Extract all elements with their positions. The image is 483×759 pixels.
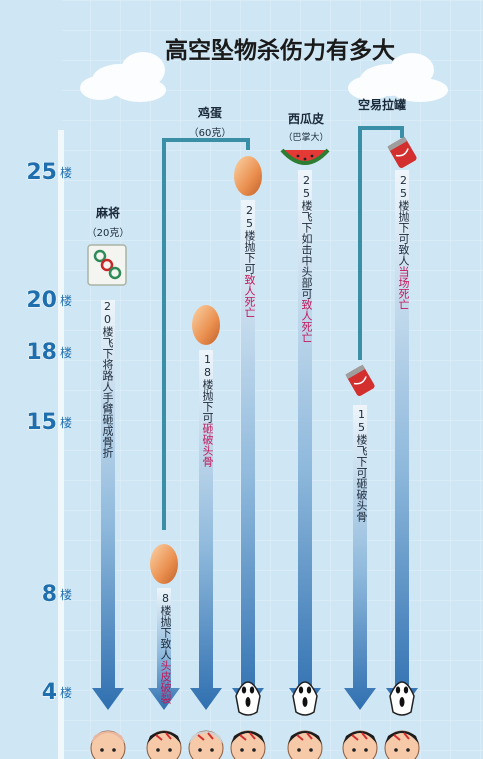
egg-bracket [162, 138, 250, 530]
mahjong-weight: （20克） [86, 228, 130, 239]
can-bracket [358, 126, 404, 360]
can-icon-25 [387, 136, 417, 169]
victim-face-icon [287, 730, 323, 759]
egg-desc-8: 8楼抛下致人头皮破裂 [159, 592, 172, 704]
victim-face-icon [146, 730, 182, 759]
mahjong-tile-icon [87, 244, 127, 286]
can-desc-25-text: 25楼抛下可致人 [397, 174, 410, 266]
arrows [92, 170, 418, 710]
floor-number: 18 [26, 340, 57, 365]
floor-scale: 25 楼20 楼18 楼15 楼8 楼4 楼 [26, 160, 72, 706]
watermelon-desc-highlight: 致人死亡 [300, 299, 313, 343]
mahjong-name: 麻将 [95, 206, 120, 220]
can-desc-25-highlight: 当场死亡 [397, 266, 410, 310]
victim-faces [90, 730, 420, 759]
mahjong-desc-text: 20楼飞下将路人手臂砸成骨折 [101, 300, 114, 458]
can-desc-15: 15楼飞下可砸破头骨 [355, 408, 368, 522]
floor-label-18: 18 楼 [26, 340, 72, 366]
egg-desc-18: 18楼抛下可砸破头骨 [201, 353, 214, 467]
scream-mask-icon [389, 681, 415, 716]
can-desc-15-text: 15楼飞下可砸破头骨 [355, 408, 368, 522]
egg-desc-18-text: 18楼抛下可 [201, 353, 214, 423]
floor-label-20: 20 楼 [26, 288, 72, 314]
egg-label: 鸡蛋 （60克） [185, 104, 235, 139]
arrow-watermelon-25 [289, 170, 321, 710]
floor-unit: 楼 [60, 685, 72, 700]
can-icon-15 [345, 364, 375, 397]
watermelon-label: 西瓜皮 （巴掌大） [278, 110, 334, 143]
floor-tick [58, 169, 68, 171]
watermelon-name: 西瓜皮 [287, 112, 324, 126]
victim-face-icon [90, 730, 126, 759]
egg-desc-18-highlight: 砸破头骨 [201, 423, 214, 467]
floor-number: 8 [42, 582, 57, 607]
watermelon-desc: 25楼飞下如击中头部可致人死亡 [300, 174, 313, 343]
mahjong-label: 麻将 （20克） [82, 204, 134, 239]
egg-icon-25 [234, 156, 262, 196]
egg-desc-8-text: 8楼抛下致人 [159, 592, 172, 660]
arrow-egg-18 [190, 350, 222, 710]
floor-unit: 楼 [60, 415, 72, 430]
floor-tick [58, 349, 68, 351]
floor-label-25: 25 楼 [26, 160, 72, 186]
floor-label-15: 15 楼 [26, 410, 72, 436]
cloud-right [348, 53, 448, 102]
scream-mask-icon [235, 681, 261, 716]
scream-mask-icon [292, 681, 318, 716]
can-desc-25: 25楼抛下可致人当场死亡 [397, 174, 410, 310]
arrow-mahjong-20 [92, 300, 124, 710]
floor-tick [58, 297, 68, 299]
arrow-can-15 [344, 405, 376, 710]
arrow-egg-8 [148, 588, 180, 710]
egg-icon-18 [192, 305, 220, 345]
watermelon-weight: （巴掌大） [283, 133, 329, 143]
arrow-can-25 [386, 170, 418, 710]
floor-unit: 楼 [60, 345, 72, 360]
floor-unit: 楼 [60, 165, 72, 180]
egg-desc-8-highlight: 头皮破裂 [159, 660, 172, 704]
floor-unit: 楼 [60, 587, 72, 602]
can-label: 空易拉罐 [350, 96, 414, 113]
egg-desc-25-text: 25楼抛下可 [243, 204, 256, 274]
page-title: 高空坠物杀伤力有多大 [165, 37, 395, 64]
floor-number: 25 [26, 160, 57, 185]
egg-icon-8 [150, 544, 178, 584]
victim-face-icon [342, 730, 378, 759]
floor-number: 4 [42, 680, 57, 705]
floor-tick [58, 591, 68, 593]
floor-unit: 楼 [60, 293, 72, 308]
death-masks [235, 681, 415, 716]
egg-name: 鸡蛋 [197, 106, 222, 120]
floor-number: 15 [26, 410, 57, 435]
watermelon-rind-icon [280, 148, 330, 165]
egg-desc-25: 25楼抛下可致人死亡 [243, 204, 256, 318]
floor-tick [58, 689, 68, 691]
arrow-egg-25 [232, 200, 264, 710]
victim-face-icon [230, 730, 266, 759]
egg-desc-25-highlight: 致人死亡 [243, 274, 256, 318]
egg-weight: （60克） [188, 128, 232, 139]
victim-face-icon [188, 730, 224, 759]
can-name: 空易拉罐 [357, 98, 406, 112]
watermelon-desc-text: 25楼飞下如击中头部可 [300, 174, 313, 299]
scale-bar [58, 130, 64, 759]
floor-tick [58, 419, 68, 421]
mahjong-desc: 20楼飞下将路人手臂砸成骨折 [101, 300, 114, 458]
floor-number: 20 [26, 288, 57, 313]
background-grid [62, 0, 483, 759]
victim-face-icon [384, 730, 420, 759]
cloud-left [80, 52, 166, 102]
